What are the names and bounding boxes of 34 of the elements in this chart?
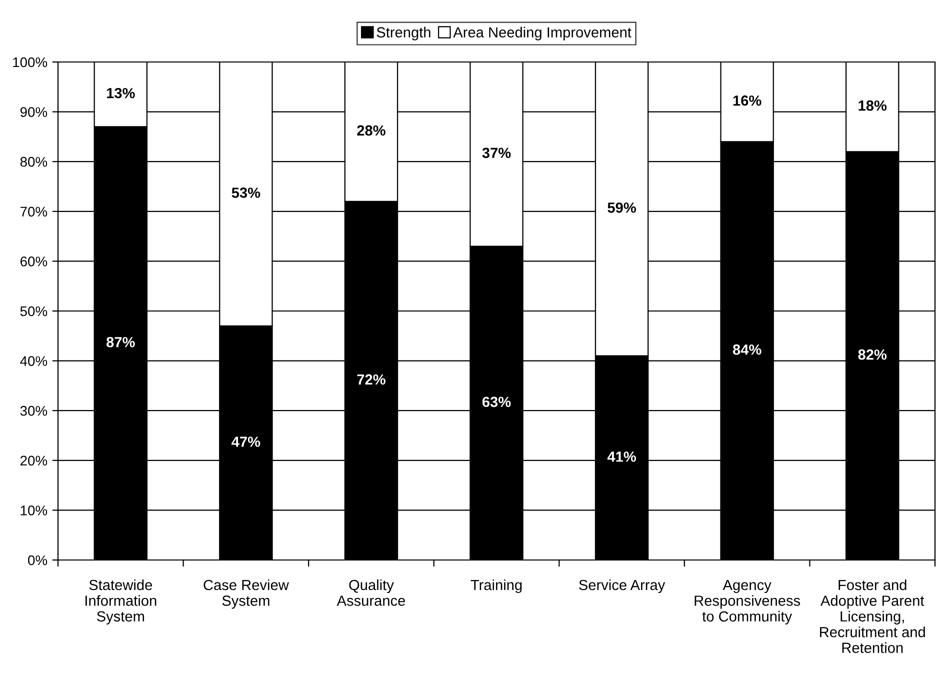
data-label: 72% [357, 374, 386, 385]
y-tick-label: 0% [28, 555, 48, 566]
y-tick-label: 90% [20, 107, 48, 117]
x-tick-label: Foster and Adoptive Parent Licensing, Recruitment and Retention [820, 579, 925, 653]
data-label: 37% [482, 148, 511, 158]
y-tick-label: 20% [20, 456, 48, 466]
data-label: 16% [733, 95, 762, 106]
y-tick-label: 40% [20, 356, 48, 366]
x-tick-label: Training [470, 579, 522, 594]
data-label: 59% [608, 202, 636, 213]
y-tick-label: 80% [20, 156, 48, 167]
data-label: 84% [732, 344, 762, 355]
legend-label: Area Needing Improvement [453, 26, 632, 40]
x-tick-label: Statewide Information System [86, 579, 156, 624]
x-tick-label: Agency Responsiveness to Community [694, 580, 800, 624]
data-label: 18% [858, 100, 887, 111]
legend-label: Strength [376, 26, 430, 40]
y-tick-label: 10% [20, 506, 48, 516]
data-label: 87% [106, 336, 135, 348]
y-tick-label: 100% [13, 57, 48, 68]
x-tick-label: Quality Assurance [336, 579, 406, 606]
x-tick-label: Service Array [579, 579, 666, 594]
data-label: 63% [482, 396, 511, 408]
data-label: 82% [858, 349, 887, 360]
y-tick-label: 60% [20, 256, 48, 266]
data-label: 53% [232, 188, 260, 198]
y-tick-label: 50% [20, 306, 48, 316]
data-label: 28% [357, 125, 386, 136]
data-label: 47% [232, 436, 260, 447]
y-tick-label: 30% [20, 406, 48, 416]
data-label: 13% [106, 88, 135, 98]
data-label: 41% [607, 452, 636, 462]
x-tick-label: Case Review System [204, 579, 289, 609]
y-tick-label: 70% [20, 206, 48, 217]
